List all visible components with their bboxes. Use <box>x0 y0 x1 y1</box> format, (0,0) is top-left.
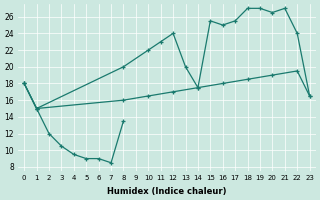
X-axis label: Humidex (Indice chaleur): Humidex (Indice chaleur) <box>107 187 227 196</box>
